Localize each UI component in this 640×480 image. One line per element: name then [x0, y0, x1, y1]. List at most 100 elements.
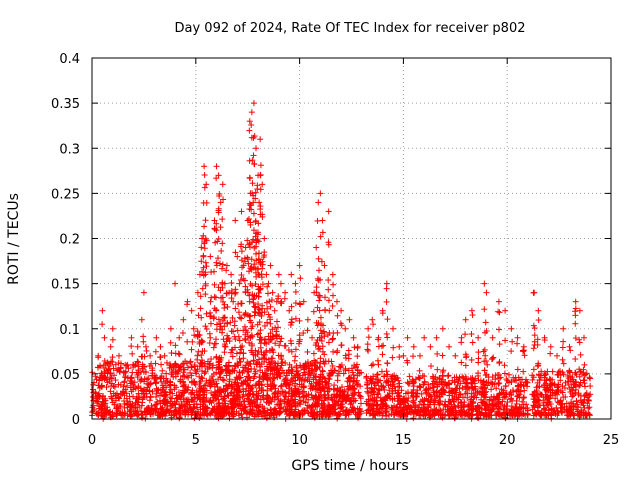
data-point	[481, 306, 488, 313]
data-point	[483, 289, 490, 296]
data-point	[221, 305, 228, 312]
data-point	[206, 377, 213, 384]
data-point	[345, 386, 352, 393]
data-point	[162, 380, 169, 387]
data-point	[219, 216, 226, 223]
data-point	[123, 362, 130, 369]
data-point	[328, 358, 335, 365]
data-point	[345, 355, 352, 362]
data-point	[175, 350, 182, 357]
data-point	[315, 255, 322, 262]
data-point	[384, 334, 391, 341]
data-point	[152, 402, 159, 409]
data-point	[118, 360, 125, 367]
data-point	[89, 393, 96, 400]
data-point	[121, 369, 128, 376]
data-point	[207, 298, 214, 305]
data-point	[201, 171, 208, 178]
data-point	[277, 338, 284, 345]
data-point	[104, 379, 111, 386]
data-point	[212, 294, 219, 301]
data-point	[505, 371, 512, 378]
data-point	[201, 184, 208, 191]
data-point	[154, 387, 161, 394]
data-point	[221, 349, 228, 356]
data-point	[325, 277, 332, 284]
data-point	[159, 404, 166, 411]
data-point	[256, 199, 263, 206]
data-point	[433, 334, 440, 341]
data-point	[202, 323, 209, 330]
data-point	[203, 181, 210, 188]
data-point	[416, 401, 423, 408]
data-point	[329, 335, 336, 342]
data-point	[334, 347, 341, 354]
data-point	[322, 294, 329, 301]
data-point	[199, 285, 206, 292]
data-point	[313, 244, 320, 251]
data-point	[134, 343, 141, 350]
data-point	[469, 339, 476, 346]
data-point	[256, 250, 263, 257]
data-point	[267, 370, 274, 377]
data-point	[365, 347, 372, 354]
data-point	[210, 362, 217, 369]
data-point	[501, 370, 508, 377]
data-point	[396, 343, 403, 350]
data-point	[446, 343, 453, 350]
data-point	[236, 280, 243, 287]
data-point	[384, 360, 391, 367]
y-tick-label: 0.25	[51, 187, 80, 202]
data-point	[304, 348, 311, 355]
data-point	[200, 385, 207, 392]
data-point	[187, 391, 194, 398]
x-tick-label: 20	[499, 433, 516, 448]
data-point	[203, 263, 210, 270]
data-point	[330, 348, 337, 355]
data-point	[95, 352, 102, 359]
data-point	[383, 298, 390, 305]
data-point	[213, 163, 220, 170]
data-point	[152, 348, 159, 355]
data-point	[223, 262, 230, 269]
data-point	[325, 286, 332, 293]
data-point	[383, 413, 390, 420]
data-point	[400, 352, 407, 359]
data-point	[159, 367, 166, 374]
data-point	[317, 190, 324, 197]
data-point	[370, 361, 377, 368]
data-point	[316, 267, 323, 274]
data-point	[219, 181, 226, 188]
data-point	[304, 316, 311, 323]
data-point	[300, 394, 307, 401]
data-point	[587, 383, 594, 390]
data-point	[114, 367, 121, 374]
data-point	[559, 344, 566, 351]
data-point	[356, 370, 363, 377]
data-point	[158, 390, 165, 397]
data-point	[207, 253, 214, 260]
data-point	[468, 356, 475, 363]
data-point	[257, 162, 264, 169]
data-point	[163, 359, 170, 366]
data-point	[410, 353, 417, 360]
data-point	[475, 349, 482, 356]
data-point	[458, 359, 465, 366]
data-point	[254, 331, 261, 338]
data-point	[109, 336, 116, 343]
data-point	[566, 343, 573, 350]
data-point	[269, 355, 276, 362]
data-point	[325, 297, 332, 304]
data-point	[93, 376, 100, 383]
data-point	[220, 377, 227, 384]
data-point	[202, 382, 209, 389]
data-point	[264, 290, 271, 297]
data-point	[90, 386, 97, 393]
data-point	[269, 289, 276, 296]
data-point	[469, 312, 476, 319]
data-point	[147, 394, 154, 401]
data-point	[275, 271, 282, 278]
data-point	[239, 343, 246, 350]
data-point	[201, 223, 208, 230]
